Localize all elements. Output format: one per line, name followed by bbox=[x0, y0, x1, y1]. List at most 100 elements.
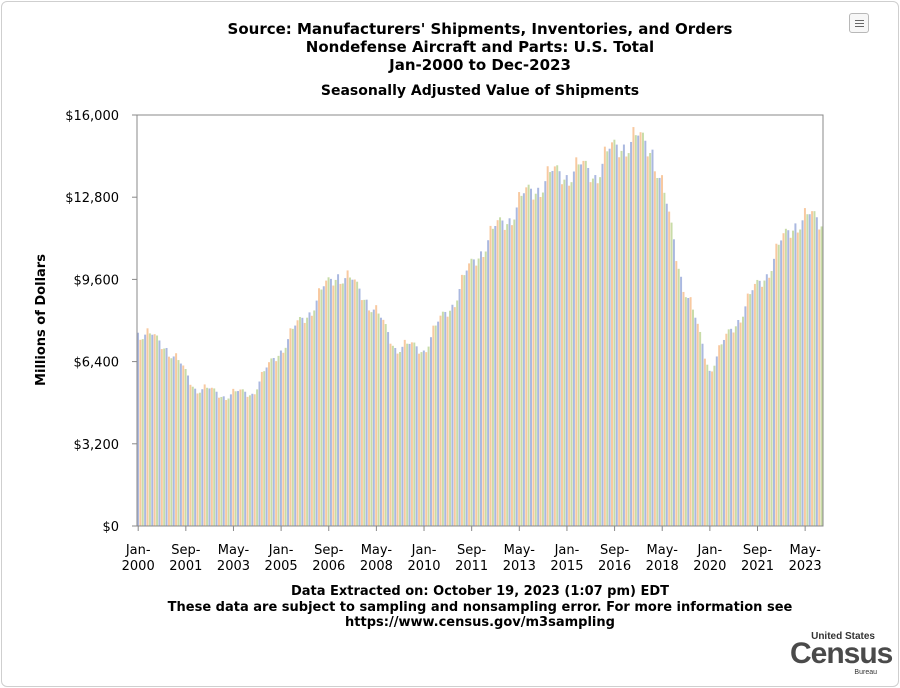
x-tick-label-year: 2008 bbox=[360, 559, 393, 574]
bar bbox=[677, 268, 680, 526]
bar bbox=[649, 153, 652, 526]
sampling-link[interactable]: https://www.census.gov/m3sampling bbox=[345, 615, 615, 630]
bar bbox=[641, 132, 644, 526]
bar bbox=[530, 188, 532, 526]
bar bbox=[620, 150, 623, 526]
bar bbox=[313, 310, 316, 526]
bar bbox=[727, 329, 730, 526]
bar bbox=[615, 144, 618, 526]
bar bbox=[546, 166, 549, 527]
bar bbox=[172, 356, 175, 526]
bar bbox=[403, 339, 406, 526]
x-tick-label-month: Jan- bbox=[554, 543, 580, 558]
bar bbox=[232, 388, 235, 526]
bar bbox=[406, 343, 409, 526]
sampling-note: These data are subject to sampling and n… bbox=[167, 600, 793, 615]
bar bbox=[413, 342, 416, 526]
bar bbox=[139, 339, 142, 526]
bar bbox=[510, 225, 513, 526]
bar bbox=[718, 345, 721, 526]
bar bbox=[194, 388, 197, 526]
bar bbox=[768, 277, 771, 526]
bar bbox=[634, 135, 637, 526]
bar bbox=[191, 386, 194, 526]
bar bbox=[637, 135, 640, 526]
x-tick-label-year: 2000 bbox=[122, 559, 155, 574]
bar bbox=[360, 300, 363, 526]
bar bbox=[694, 317, 697, 526]
y-tick-label: $16,000 bbox=[65, 109, 119, 124]
x-tick-label-month: May- bbox=[361, 543, 393, 558]
bar bbox=[758, 280, 761, 526]
bar bbox=[260, 371, 263, 526]
bar bbox=[401, 346, 404, 526]
x-axis: Jan-2000Sep-2001May-2003Jan-2005Sep-2006… bbox=[122, 526, 822, 574]
bar bbox=[725, 333, 728, 526]
y-tick-label: $9,600 bbox=[74, 273, 120, 288]
bar bbox=[777, 244, 780, 526]
bar bbox=[437, 321, 440, 526]
bar bbox=[496, 220, 499, 526]
bar bbox=[639, 132, 642, 526]
bar bbox=[444, 311, 447, 526]
bar bbox=[787, 230, 790, 527]
bar bbox=[630, 141, 633, 526]
bar bbox=[551, 170, 554, 526]
bar bbox=[375, 305, 378, 526]
chart-subtitle: Seasonally Adjusted Value of Shipments bbox=[320, 83, 640, 99]
bar bbox=[622, 144, 625, 527]
bar bbox=[298, 316, 301, 526]
bar bbox=[265, 367, 268, 526]
bar bbox=[365, 299, 368, 526]
bar bbox=[353, 279, 356, 526]
bar bbox=[275, 361, 278, 526]
bar bbox=[196, 393, 199, 526]
x-tick-label-year: 2016 bbox=[598, 559, 631, 574]
bar bbox=[730, 328, 733, 526]
bar bbox=[303, 322, 306, 526]
bar bbox=[775, 243, 778, 526]
bar bbox=[658, 177, 661, 526]
bar bbox=[372, 309, 375, 526]
bar bbox=[772, 258, 775, 526]
bar bbox=[663, 192, 666, 526]
bar bbox=[532, 199, 535, 526]
bar bbox=[315, 300, 318, 526]
bar bbox=[465, 270, 468, 526]
bar bbox=[806, 214, 809, 526]
bar bbox=[808, 214, 811, 526]
y-axis-label: Millions of Dollars bbox=[34, 254, 49, 386]
bar bbox=[220, 396, 223, 526]
bar bbox=[453, 307, 456, 526]
x-tick-label-year: 2005 bbox=[265, 559, 298, 574]
bar bbox=[337, 274, 340, 526]
bar bbox=[415, 346, 418, 526]
chart-title-source: Source: Manufacturers' Shipments, Invent… bbox=[227, 20, 733, 38]
bar bbox=[803, 208, 806, 526]
bar bbox=[177, 360, 180, 526]
bar bbox=[356, 281, 359, 526]
hamburger-menu-icon[interactable] bbox=[849, 13, 869, 33]
bar bbox=[603, 146, 606, 526]
bar bbox=[584, 160, 587, 526]
bar bbox=[325, 280, 328, 526]
bar bbox=[691, 309, 694, 526]
bar bbox=[463, 275, 466, 526]
bar bbox=[198, 392, 201, 526]
bar bbox=[480, 251, 482, 526]
bar bbox=[656, 177, 659, 527]
bar bbox=[358, 288, 361, 526]
bar bbox=[570, 182, 573, 526]
bar bbox=[499, 217, 502, 526]
bar bbox=[763, 280, 766, 526]
bar bbox=[734, 326, 737, 526]
bar bbox=[234, 391, 237, 526]
bar bbox=[137, 332, 139, 526]
bar bbox=[706, 364, 709, 526]
bar bbox=[248, 395, 251, 526]
bar bbox=[449, 310, 452, 526]
y-tick-label: $0 bbox=[102, 520, 119, 535]
bar bbox=[206, 387, 209, 526]
x-tick-label-month: Jan- bbox=[125, 543, 151, 558]
chart-title-series: Nondefense Aircraft and Parts: U.S. Tota… bbox=[305, 38, 655, 56]
